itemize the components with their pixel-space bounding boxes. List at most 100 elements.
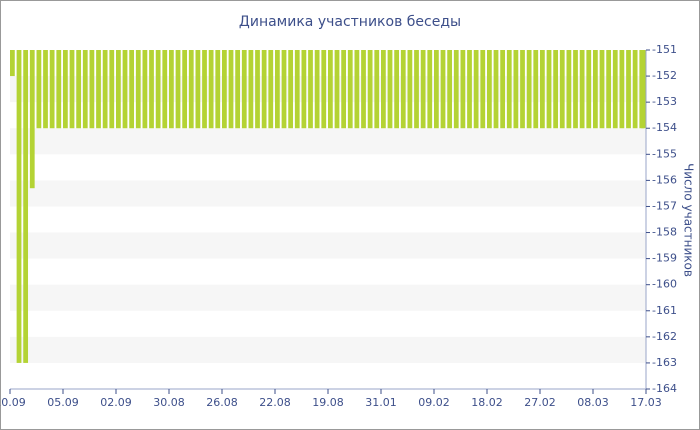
bar (354, 50, 360, 129)
bar (281, 50, 287, 129)
bar (374, 50, 380, 129)
bar (414, 50, 419, 129)
grid-band (10, 336, 646, 363)
bar (533, 50, 539, 129)
y-tick-label: -156 (652, 173, 677, 186)
bar (328, 50, 333, 129)
grid-band (10, 180, 646, 207)
bar (559, 50, 565, 129)
y-tick-label: -163 (652, 356, 677, 369)
bar (228, 50, 234, 129)
bar (367, 50, 373, 129)
bar (440, 50, 446, 129)
bar (573, 50, 578, 129)
bar (169, 50, 174, 129)
bar (261, 50, 267, 129)
bar (29, 50, 35, 189)
bar (235, 50, 241, 129)
bar (632, 50, 638, 129)
bar (361, 50, 366, 129)
bar (334, 50, 340, 129)
y-tick-label: -157 (652, 199, 677, 212)
y-tick-label: -155 (652, 147, 677, 160)
y-tick-label: -158 (652, 226, 677, 239)
y-tick-label: -164 (652, 382, 677, 395)
bar (487, 50, 492, 129)
bar (400, 50, 406, 129)
bar (208, 50, 214, 129)
bar (612, 50, 618, 129)
bar (89, 50, 95, 129)
bar (248, 50, 254, 129)
bar (341, 50, 347, 129)
x-tick-label: 19.08 (312, 396, 344, 409)
bar (49, 50, 55, 129)
x-tick-label: 27.02 (524, 396, 556, 409)
bar (434, 50, 439, 129)
bar (427, 50, 433, 129)
bar (182, 50, 188, 129)
x-tick-label: 22.08 (259, 396, 291, 409)
bar (347, 50, 353, 129)
x-tick-label: 26.08 (206, 396, 238, 409)
bar (96, 50, 101, 129)
y-tick-label: -151 (652, 43, 677, 56)
bar (162, 50, 168, 129)
bar (467, 50, 472, 129)
x-tick-label: 02.09 (100, 396, 132, 409)
bar (407, 50, 413, 129)
bar (268, 50, 274, 129)
x-tick-label: 10.09 (0, 396, 26, 409)
x-tick-label: 30.08 (153, 396, 185, 409)
bar (480, 50, 486, 129)
y-tick-label: -153 (652, 95, 677, 108)
y-tick-label: -159 (652, 252, 677, 265)
bar (493, 50, 499, 129)
x-tick-label: 31.01 (365, 396, 397, 409)
bar (387, 50, 393, 129)
bar (453, 50, 459, 129)
bar (188, 50, 194, 129)
bar (10, 50, 15, 77)
grid-band (10, 128, 646, 155)
x-tick-label: 09.02 (418, 396, 450, 409)
y-tick-label: -154 (652, 121, 677, 134)
bar (142, 50, 148, 129)
bar (473, 50, 479, 129)
bar (546, 50, 552, 129)
bar (301, 50, 307, 129)
bar (69, 50, 75, 129)
y-tick-label: -160 (652, 278, 677, 291)
y-axis-label: Число участников (682, 163, 696, 277)
x-tick-label: 08.03 (577, 396, 609, 409)
bar (149, 50, 154, 129)
bar (155, 50, 161, 129)
bar (102, 50, 108, 129)
x-tick-label: 18.02 (471, 396, 503, 409)
bar (420, 50, 426, 129)
bar (394, 50, 400, 129)
bar (56, 50, 62, 129)
bar (540, 50, 545, 129)
bar (619, 50, 625, 129)
grid-band (10, 232, 646, 259)
bar (506, 50, 512, 129)
bar (288, 50, 294, 129)
y-tick-label: -161 (652, 304, 677, 317)
bar (63, 50, 68, 129)
bar (82, 50, 88, 129)
bar (500, 50, 506, 129)
bar (294, 50, 300, 129)
bar (566, 50, 572, 129)
bar (122, 50, 128, 129)
bar (308, 50, 313, 129)
bar (381, 50, 386, 129)
bar (222, 50, 227, 129)
x-tick-label: 05.09 (47, 396, 79, 409)
bar (460, 50, 466, 129)
bar (593, 50, 598, 129)
bar (129, 50, 135, 129)
grid-band (10, 284, 646, 311)
bar (109, 50, 115, 129)
